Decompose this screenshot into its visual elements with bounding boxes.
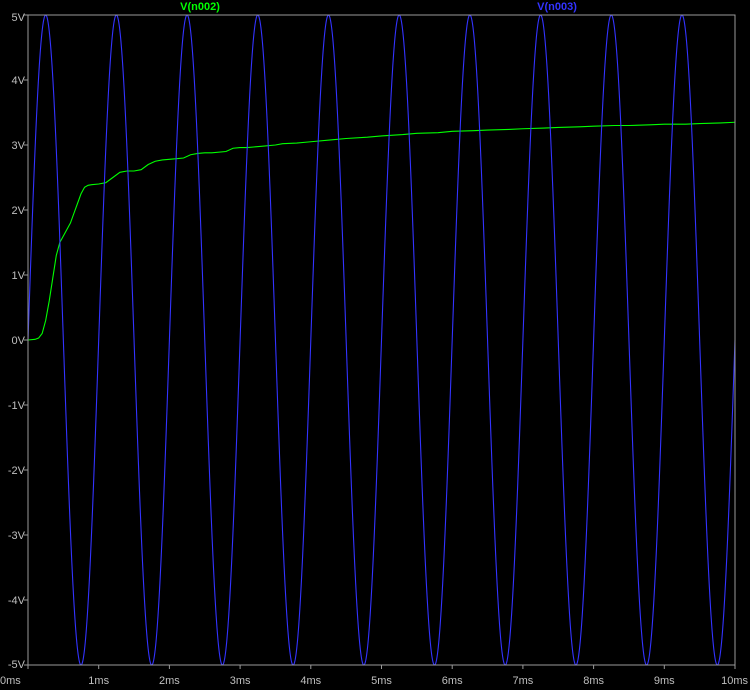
x-tick-label: 5ms bbox=[371, 675, 392, 687]
x-tick-label: 0ms bbox=[0, 675, 21, 687]
x-tick-label: 1ms bbox=[88, 675, 109, 687]
y-tick-label: -5V bbox=[8, 659, 26, 671]
y-tick-label: -4V bbox=[8, 595, 26, 607]
y-tick-label: 3V bbox=[12, 140, 26, 152]
x-tick-label: 9ms bbox=[654, 675, 675, 687]
y-tick-label: -1V bbox=[8, 400, 26, 412]
x-tick-label: 3ms bbox=[230, 675, 251, 687]
legend: V(n002) V(n003) bbox=[180, 1, 577, 13]
y-tick-label: -3V bbox=[8, 530, 26, 542]
y-tick-label: 5V bbox=[12, 12, 26, 24]
y-tick-label: 1V bbox=[12, 270, 26, 282]
x-axis: 0ms 1ms 2ms 3ms 4ms 5ms 6ms 7ms 8ms 9ms 10ms bbox=[0, 665, 748, 687]
x-tick-label: 6ms bbox=[442, 675, 463, 687]
y-axis: 5V 4V 3V 2V 1V 0V -1V -2V -3V -4V -5V bbox=[8, 12, 28, 671]
y-tick-label: 4V bbox=[12, 75, 26, 87]
legend-label-v-n002[interactable]: V(n002) bbox=[180, 1, 220, 13]
traces bbox=[27, 14, 736, 666]
x-tick-label: 7ms bbox=[513, 675, 534, 687]
y-tick-label: -2V bbox=[8, 465, 26, 477]
legend-label-v-n003[interactable]: V(n003) bbox=[537, 1, 577, 13]
trace-v-n003 bbox=[27, 14, 736, 666]
y-tick-label: 2V bbox=[12, 205, 26, 217]
x-tick-label: 4ms bbox=[300, 675, 321, 687]
trace-v-n002 bbox=[27, 121, 736, 341]
x-tick-label: 8ms bbox=[583, 675, 604, 687]
y-tick-label: 0V bbox=[12, 335, 26, 347]
x-tick-label: 10ms bbox=[721, 675, 748, 687]
x-tick-label: 2ms bbox=[159, 675, 180, 687]
